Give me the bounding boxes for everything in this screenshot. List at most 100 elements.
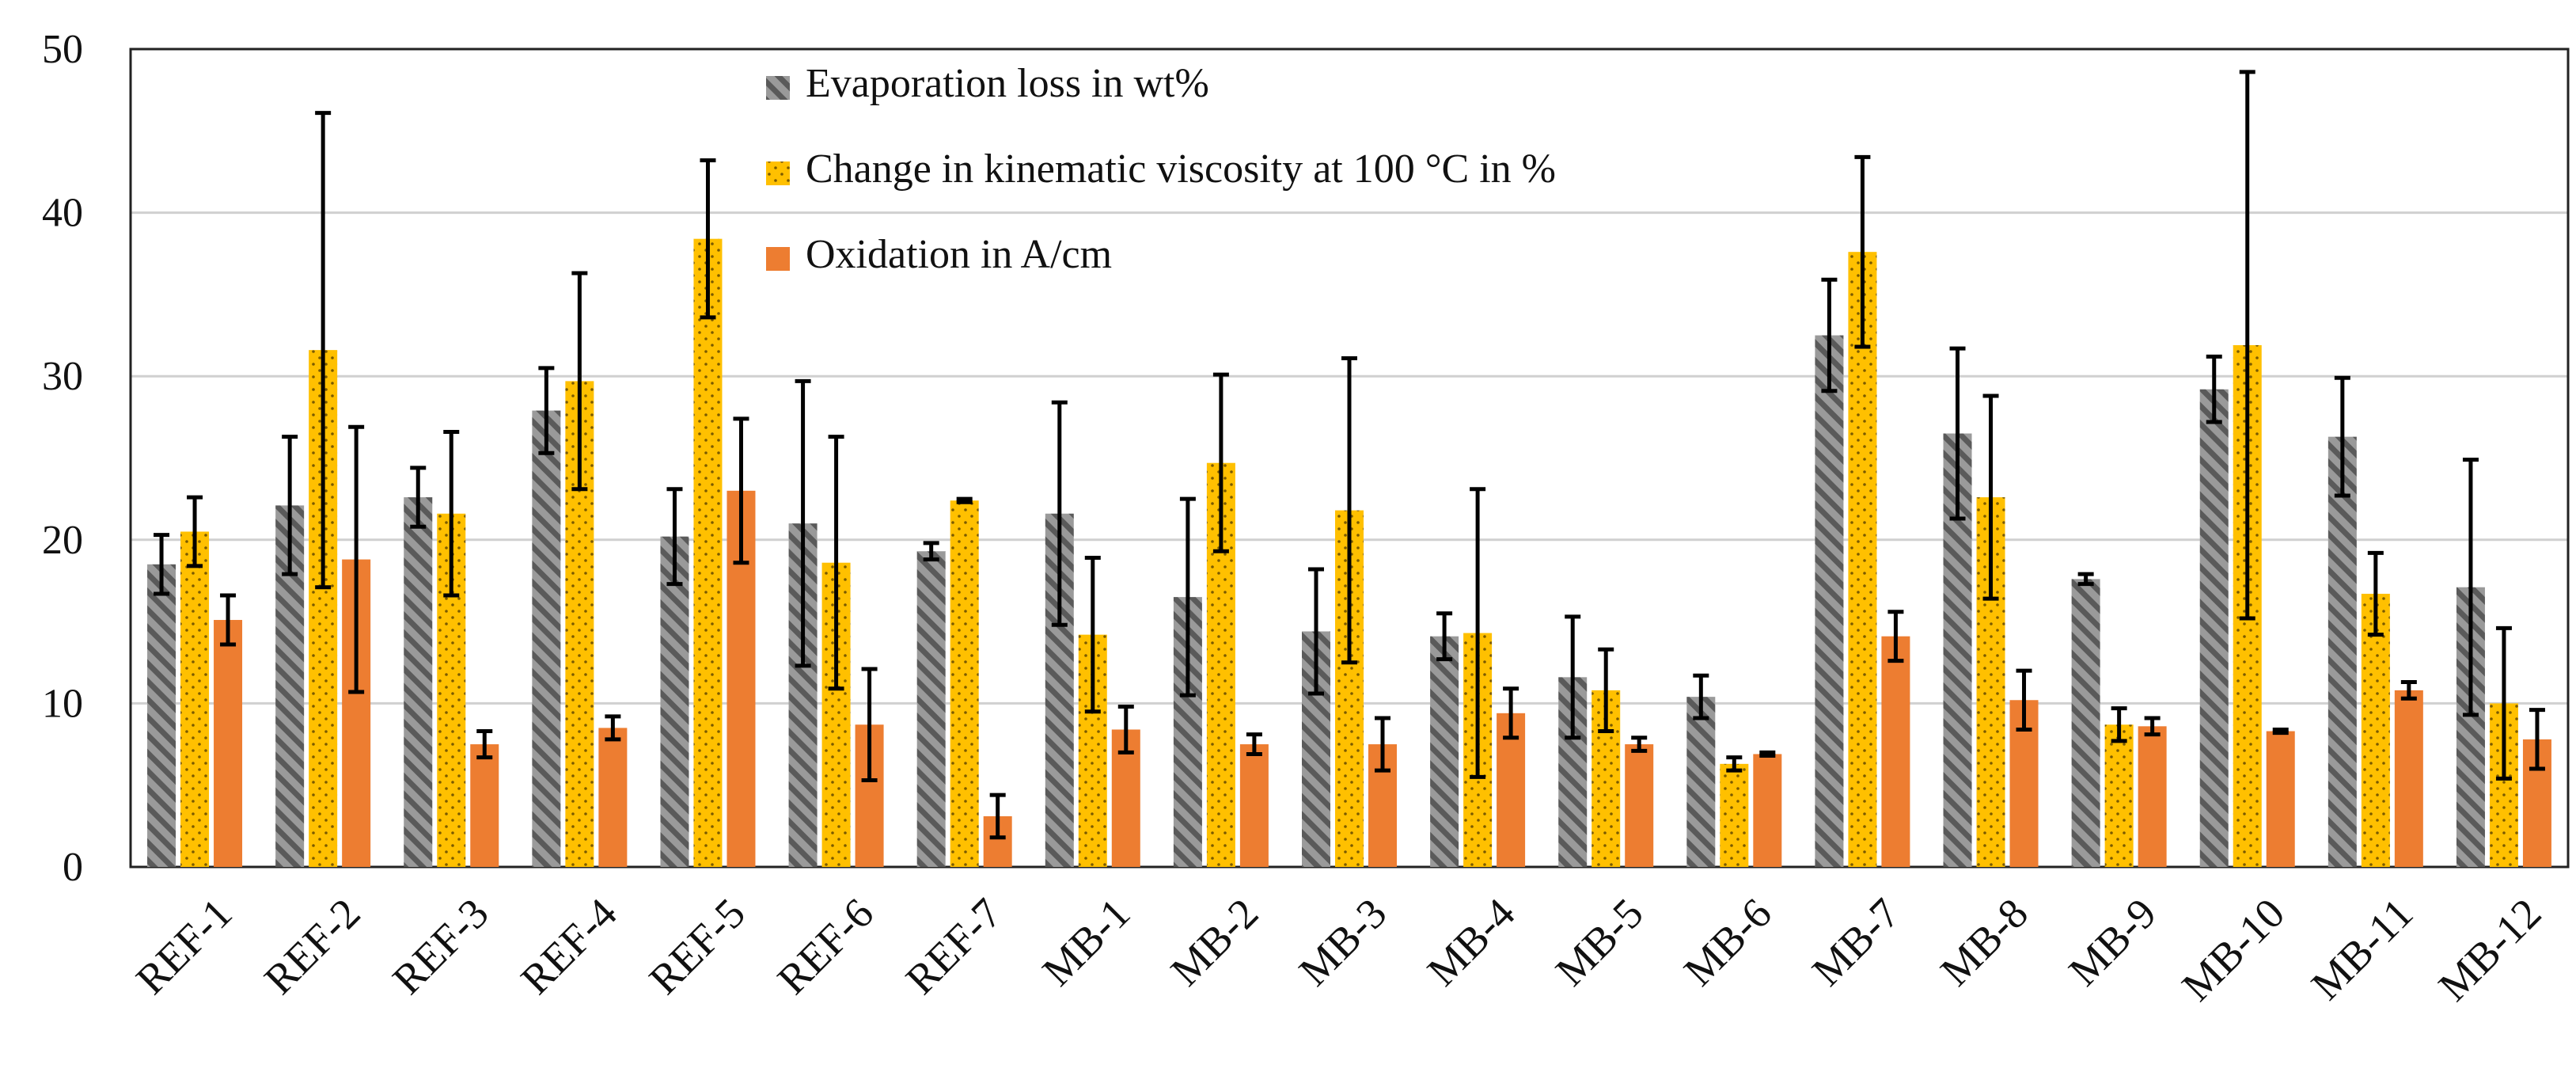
x-tick-label: MB-10 — [2172, 889, 2293, 1010]
x-tick-label: REF-3 — [383, 889, 497, 1003]
bar-2-mb-11 — [2394, 690, 2423, 867]
bars — [147, 238, 2551, 868]
legend-entry: Evaporation loss in wt% — [766, 61, 1209, 106]
y-tick-label: 50 — [42, 27, 83, 72]
x-tick-label: REF-1 — [127, 889, 241, 1003]
bar-1-mb-7 — [1848, 252, 1877, 868]
x-tick-label: MB-3 — [1290, 889, 1396, 995]
error-bar-0-mb-12 — [2462, 458, 2479, 717]
bar-0-ref-5 — [660, 536, 689, 867]
x-tick-label: REF-7 — [897, 889, 1011, 1003]
bar-0-mb-11 — [2328, 436, 2357, 867]
bar-2-mb-2 — [1239, 744, 1269, 867]
error-bar-2-mb-9 — [2144, 716, 2161, 737]
bar-0-mb-6 — [1686, 697, 1716, 867]
legend-entry: Change in kinematic viscosity at 100 °C … — [766, 146, 1556, 192]
error-bar-2-mb-3 — [1375, 716, 1390, 773]
x-tick-label: MB-6 — [1675, 889, 1781, 995]
bar-0-mb-10 — [2199, 389, 2229, 867]
error-bar-1-mb-3 — [1341, 355, 1357, 665]
bar-0-mb-9 — [2071, 579, 2100, 867]
error-bar-0-mb-1 — [1051, 400, 1068, 627]
error-bar-1-mb-10 — [2239, 70, 2255, 621]
y-tick-label: 10 — [42, 681, 83, 726]
bar-2-ref-3 — [470, 744, 499, 867]
bar-1-ref-1 — [180, 531, 210, 867]
error-bar-2-mb-1 — [1117, 705, 1134, 755]
error-bar-1-mb-6 — [1726, 755, 1743, 773]
error-bar-1-ref-5 — [700, 158, 716, 320]
error-bar-2-ref-5 — [733, 416, 749, 565]
legend: Evaporation loss in wt% Change in kinemat… — [766, 61, 1556, 277]
bar-2-mb-9 — [2138, 726, 2167, 867]
y-tick-label: 30 — [42, 354, 83, 399]
bar-1-mb-11 — [2361, 593, 2390, 867]
error-bar-2-ref-4 — [605, 714, 621, 742]
error-bar-1-ref-4 — [571, 271, 588, 492]
bar-2-ref-4 — [598, 728, 628, 867]
bar-0-ref-1 — [147, 564, 176, 867]
legend-label: Oxidation in A/cm — [806, 232, 1112, 277]
error-bar-1-ref-3 — [443, 429, 460, 598]
bar-1-mb-9 — [2104, 724, 2134, 867]
x-tick-label: MB-5 — [1546, 889, 1652, 995]
y-tick-label: 20 — [42, 518, 83, 563]
error-bar-0-mb-2 — [1179, 496, 1196, 698]
error-bar-2-ref-1 — [220, 593, 237, 647]
bar-2-mb-7 — [1881, 636, 1910, 867]
x-tick-label: MB-7 — [1803, 889, 1909, 995]
error-bar-1-mb-1 — [1084, 556, 1101, 714]
error-bar-1-mb-2 — [1212, 372, 1229, 553]
error-bar-0-ref-2 — [282, 435, 298, 576]
error-bar-0-ref-6 — [795, 378, 811, 668]
error-bar-2-mb-10 — [2272, 727, 2289, 736]
error-bar-0-ref-4 — [538, 366, 555, 455]
y-tick-label: 40 — [42, 191, 83, 236]
error-bar-0-mb-5 — [1565, 614, 1581, 740]
legend-swatch — [766, 76, 790, 100]
error-bar-2-mb-12 — [2529, 708, 2545, 771]
error-bar-0-ref-5 — [666, 487, 683, 587]
x-tick-label: MB-11 — [2302, 889, 2422, 1009]
legend-swatch — [766, 162, 790, 185]
bar-2-mb-5 — [1625, 744, 1654, 867]
error-bar-1-ref-1 — [187, 495, 203, 568]
x-tick-label: MB-9 — [2059, 889, 2165, 995]
error-bar-0-mb-4 — [1436, 611, 1453, 662]
error-bar-0-ref-1 — [154, 533, 170, 596]
bar-0-ref-7 — [916, 551, 946, 867]
bar-0-ref-3 — [404, 497, 433, 867]
error-bar-0-mb-9 — [2077, 572, 2094, 587]
legend-label: Evaporation loss in wt% — [806, 61, 1209, 106]
error-bar-0-mb-3 — [1308, 567, 1324, 696]
error-bar-1-ref-7 — [956, 496, 973, 504]
error-bar-0-ref-3 — [410, 466, 427, 529]
error-bar-2-mb-2 — [1246, 732, 1262, 756]
error-bar-2-mb-6 — [1759, 750, 1776, 758]
x-tick-label: REF-2 — [255, 889, 369, 1003]
bar-1-ref-7 — [950, 500, 979, 867]
x-tick-label: MB-1 — [1034, 889, 1140, 995]
bar-0-ref-4 — [532, 410, 561, 867]
bar-2-mb-10 — [2266, 731, 2295, 867]
error-bar-1-mb-8 — [1982, 393, 1999, 601]
error-bar-1-mb-12 — [2495, 625, 2512, 781]
error-bar-2-mb-11 — [2400, 680, 2417, 701]
bar-2-mb-6 — [1753, 754, 1782, 867]
error-bar-2-ref-6 — [861, 667, 878, 783]
x-tick-label: MB-2 — [1162, 889, 1268, 995]
bar-0-mb-7 — [1815, 335, 1844, 867]
x-tick-label: REF-6 — [768, 889, 882, 1003]
error-bar-0-mb-10 — [2206, 354, 2222, 424]
error-bar-1-mb-4 — [1470, 487, 1486, 779]
error-bars — [154, 70, 2545, 840]
error-bar-1-mb-9 — [2111, 706, 2127, 743]
y-tick-label: 0 — [63, 845, 83, 890]
error-bar-0-mb-7 — [1821, 277, 1838, 393]
error-bar-1-ref-2 — [315, 111, 332, 590]
error-bar-1-mb-11 — [2367, 550, 2384, 637]
x-tick-label: MB-12 — [2430, 889, 2551, 1010]
error-bar-2-ref-7 — [989, 793, 1006, 840]
error-bar-1-ref-6 — [828, 435, 844, 691]
